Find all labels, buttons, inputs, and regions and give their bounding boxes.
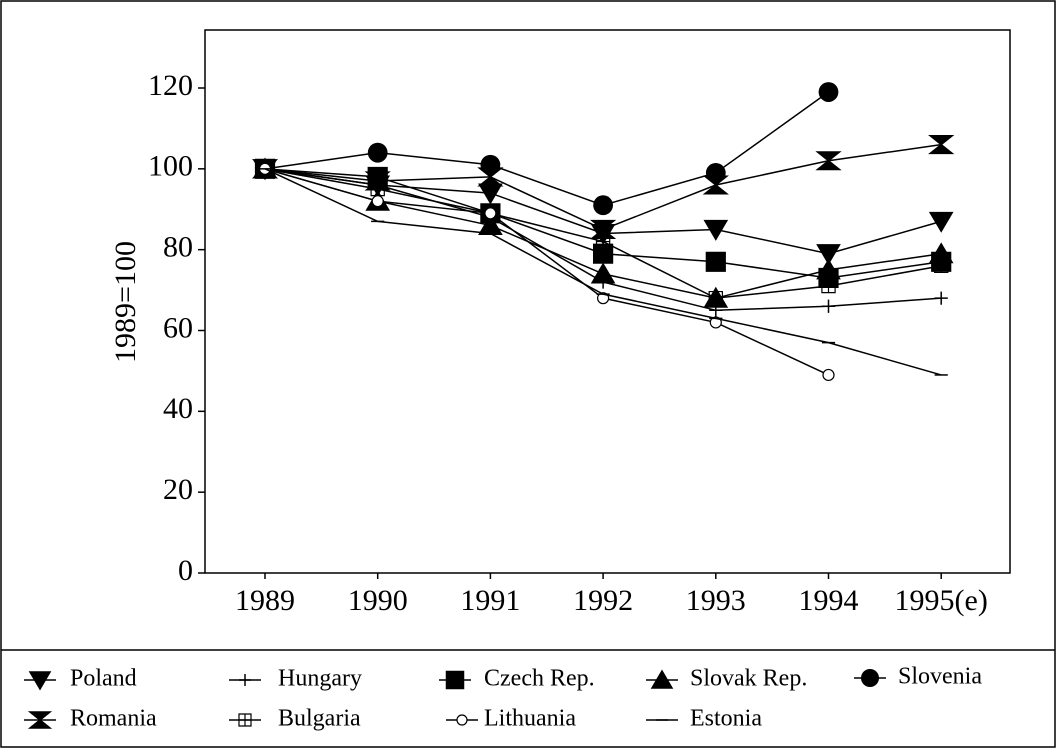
legend-label: Slovenia [898,664,982,690]
marker [815,151,842,171]
legend-marker [239,674,251,686]
legend-label: Slovak Rep. [690,666,807,692]
marker [934,291,948,305]
marker [367,142,388,163]
x-tick-label: 1989 [235,584,295,617]
x-tick-label: 1994 [799,584,859,617]
marker [934,258,949,274]
legend-marker [456,714,468,726]
legend-label: Hungary [278,666,362,692]
y-tick-label: 0 [178,554,193,587]
legend-marker [650,669,674,689]
marker [708,290,723,306]
marker [702,175,729,195]
marker [816,244,841,266]
marker [821,299,836,313]
legend-label: Poland [70,666,137,692]
marker [593,243,614,264]
plot-area [204,29,1011,574]
series-line [264,168,829,376]
legend-marker [238,713,252,727]
x-tick-label: 1992 [573,584,633,617]
legend-label: Romania [70,706,157,732]
marker [484,207,497,220]
y-tick-label: 100 [148,150,193,183]
marker [928,211,954,233]
y-tick-label: 20 [163,473,193,506]
x-tick-label: 1990 [348,584,408,617]
legend-marker [27,711,53,729]
y-tick-label: 120 [148,69,193,102]
legend-label: Czech Rep. [484,666,595,692]
marker [595,234,611,249]
marker [821,278,836,294]
marker [822,368,835,382]
legend-marker [861,669,879,687]
marker [364,171,391,191]
legend-label: Lithuania [484,706,576,732]
legend-marker [28,671,52,691]
marker [928,135,955,155]
legend-label: Estonia [690,706,762,732]
x-tick-label: 1991 [460,584,520,617]
y-tick-label: 40 [163,392,193,425]
x-tick-label: 1995(e) [895,584,988,617]
marker [590,262,616,284]
marker [477,167,504,187]
x-tick-label: 1993 [686,584,746,617]
series-line [264,91,829,206]
marker [703,219,729,241]
marker [593,195,613,216]
legend-marker [445,670,465,690]
marker [371,195,384,208]
marker [816,258,841,280]
legend-label: Bulgaria [278,706,361,732]
marker [705,251,726,272]
y-tick-label: 60 [163,311,193,344]
marker [370,181,385,197]
marker [818,82,839,102]
y-axis-label: 1989=100 [109,241,142,363]
y-tick-label: 80 [163,231,193,264]
